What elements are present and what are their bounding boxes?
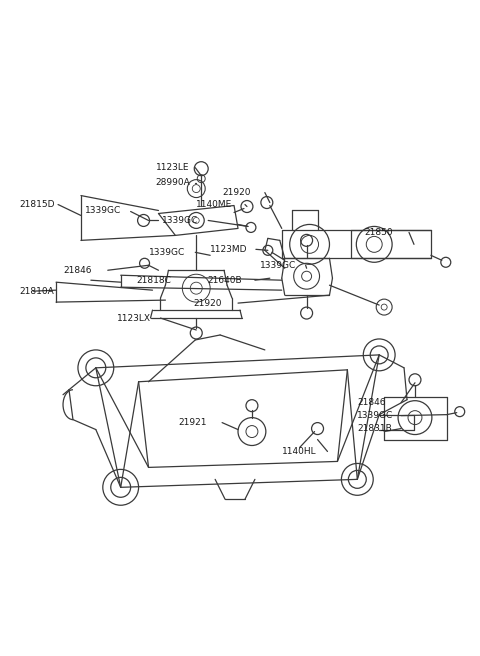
Text: 21920: 21920 [193, 298, 222, 308]
Text: 21920: 21920 [222, 188, 251, 197]
Text: 21640B: 21640B [207, 276, 242, 285]
Text: 1123LX: 1123LX [117, 314, 151, 323]
Text: 21810A: 21810A [19, 287, 54, 296]
Text: 21815D: 21815D [19, 200, 55, 209]
Text: 1123MD: 1123MD [210, 245, 248, 254]
Text: 21846: 21846 [63, 266, 92, 275]
Text: 1339GC: 1339GC [85, 206, 121, 215]
Text: 1339GC: 1339GC [162, 216, 199, 225]
Text: 1339GC: 1339GC [148, 248, 185, 256]
Text: 21831B: 21831B [357, 424, 392, 433]
Text: 1339GC: 1339GC [357, 411, 394, 420]
Text: 21921: 21921 [179, 418, 207, 427]
Text: 1123LE: 1123LE [156, 163, 189, 172]
Text: 21818C: 21818C [137, 276, 171, 285]
Text: 1339GC: 1339GC [260, 261, 296, 270]
Text: 21850: 21850 [364, 228, 393, 237]
Text: 1140ME: 1140ME [196, 200, 232, 209]
Text: 1140HL: 1140HL [282, 447, 316, 456]
Text: 28990A: 28990A [156, 178, 190, 187]
Text: 21846: 21846 [357, 398, 386, 407]
